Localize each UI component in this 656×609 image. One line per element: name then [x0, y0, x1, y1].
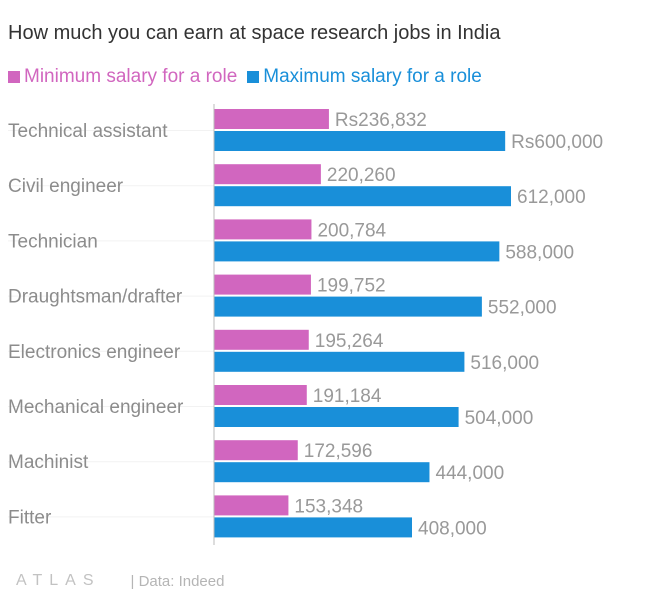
min-value-label-technical-assistant: Rs236,832 [335, 110, 427, 131]
atlas-logo: ATLAS [16, 572, 101, 589]
min-bar-technician [214, 219, 312, 240]
legend-label-minimum: Minimum salary for a role [24, 66, 238, 87]
max-bar-machinist [214, 462, 430, 483]
max-bar-electronics-engineer [214, 351, 465, 372]
category-label-fitter: Fitter [8, 507, 52, 528]
min-value-label-electronics-engineer: 195,264 [315, 331, 384, 352]
min-bar-civil-engineer [214, 164, 321, 185]
max-value-label-technical-assistant: Rs600,000 [511, 132, 603, 153]
legend-swatch-maximum [247, 71, 260, 83]
min-bar-electronics-engineer [214, 329, 309, 350]
legend: Minimum salary for a role Maximum salary… [8, 66, 492, 88]
source-note: | Data: Indeed [130, 572, 225, 590]
min-value-label-civil-engineer: 220,260 [327, 165, 396, 186]
min-value-label-mechanical-engineer: 191,184 [313, 386, 382, 407]
chart-title: How much you can earn at space research … [8, 22, 501, 44]
min-bar-machinist [214, 440, 298, 461]
min-bar-fitter [214, 495, 289, 516]
max-value-label-electronics-engineer: 516,000 [470, 353, 539, 374]
min-bar-technical-assistant [214, 109, 329, 129]
category-label-civil-engineer: Civil engineer [8, 176, 124, 197]
max-bar-civil-engineer [214, 186, 511, 207]
category-label-machinist: Machinist [8, 452, 89, 473]
legend-item-minimum: Minimum salary for a role [8, 66, 237, 88]
max-value-label-draughtsman-drafter: 552,000 [488, 298, 557, 319]
max-value-label-mechanical-engineer: 504,000 [465, 408, 534, 429]
footer: ATLAS | Data: Indeed [16, 572, 224, 590]
max-value-label-machinist: 444,000 [435, 463, 504, 484]
category-label-draughtsman-drafter: Draughtsman/drafter [8, 287, 183, 308]
min-bar-draughtsman-drafter [214, 274, 311, 295]
min-value-label-draughtsman-drafter: 199,752 [317, 276, 386, 297]
category-label-technical-assistant: Technical assistant [8, 121, 168, 142]
max-value-label-fitter: 408,000 [418, 518, 487, 539]
min-bar-mechanical-engineer [214, 385, 307, 405]
legend-swatch-minimum [8, 71, 20, 83]
min-value-label-machinist: 172,596 [304, 441, 373, 462]
max-bar-mechanical-engineer [214, 407, 459, 427]
category-label-mechanical-engineer: Mechanical engineer [8, 397, 184, 418]
max-bar-fitter [214, 517, 412, 538]
max-value-label-technician: 588,000 [505, 242, 574, 263]
category-label-technician: Technician [8, 231, 98, 252]
min-value-label-technician: 200,784 [317, 220, 386, 241]
legend-label-maximum: Maximum salary for a role [263, 66, 482, 87]
category-label-electronics-engineer: Electronics engineer [8, 342, 181, 363]
min-value-label-fitter: 153,348 [294, 496, 363, 517]
max-bar-draughtsman-drafter [214, 296, 482, 317]
max-value-label-civil-engineer: 612,000 [517, 187, 586, 208]
max-bar-technical-assistant [214, 131, 506, 151]
max-bar-technician [214, 241, 500, 262]
legend-item-maximum: Maximum salary for a role [247, 66, 482, 88]
